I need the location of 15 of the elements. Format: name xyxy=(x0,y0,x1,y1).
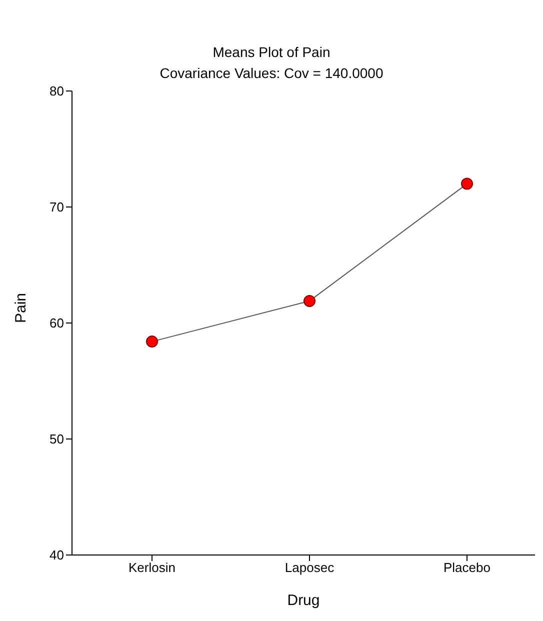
y-tick-label: 60 xyxy=(50,316,64,331)
x-tick-label: Placebo xyxy=(444,560,490,576)
y-tick-label: 70 xyxy=(50,200,64,215)
y-tick-label: 40 xyxy=(50,548,64,563)
chart-title: Means Plot of Pain xyxy=(212,44,332,60)
y-tick-label: 80 xyxy=(50,84,64,99)
x-tick-label: Kerlosin xyxy=(128,560,176,576)
y-axis-title: Pain xyxy=(12,292,30,323)
point xyxy=(304,294,316,307)
point xyxy=(461,178,473,190)
x-axis-title: Drug xyxy=(287,592,320,609)
point xyxy=(146,336,158,348)
x-tick-label: Laposec xyxy=(284,560,335,576)
chart-subtitle: Covariance Values: Cov = 140.0000 xyxy=(158,65,384,81)
y-tick-label: 50 xyxy=(50,432,64,447)
